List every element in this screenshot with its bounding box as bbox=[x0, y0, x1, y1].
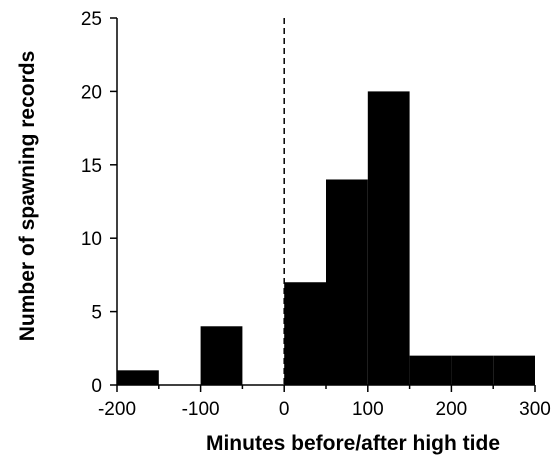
y-tick-label: 0 bbox=[91, 376, 102, 397]
histogram-bar-7 bbox=[409, 355, 452, 385]
x-tick-label: -100 bbox=[182, 399, 220, 420]
y-tick-label: 20 bbox=[81, 82, 102, 103]
histogram-bars bbox=[117, 91, 535, 386]
x-tick-label: 0 bbox=[279, 399, 290, 420]
x-axis-title: Minutes before/after high tide bbox=[206, 432, 500, 455]
y-tick-label: 25 bbox=[81, 9, 102, 30]
x-tick-label: 300 bbox=[519, 399, 551, 420]
histogram-bar-4 bbox=[284, 282, 326, 385]
histogram-bar-0 bbox=[117, 370, 159, 385]
y-tick-label: 15 bbox=[81, 156, 102, 177]
histogram-bar-9 bbox=[493, 355, 535, 385]
histogram-bar-8 bbox=[451, 355, 494, 385]
y-axis-title: Number of spawning records bbox=[16, 51, 39, 342]
histogram-bar-2 bbox=[200, 326, 243, 385]
x-axis-ticks: -200 -100 0 100 200 300 bbox=[98, 385, 551, 420]
x-tick-label: 100 bbox=[352, 399, 384, 420]
y-tick-label: 5 bbox=[91, 303, 102, 324]
y-axis-ticks: 0 5 10 15 20 25 bbox=[81, 9, 117, 397]
x-tick-label: -200 bbox=[98, 399, 136, 420]
histogram-bar-6 bbox=[367, 91, 410, 386]
x-tick-label: 200 bbox=[436, 399, 468, 420]
y-tick-label: 10 bbox=[81, 229, 102, 250]
histogram-bar-5 bbox=[326, 179, 368, 385]
